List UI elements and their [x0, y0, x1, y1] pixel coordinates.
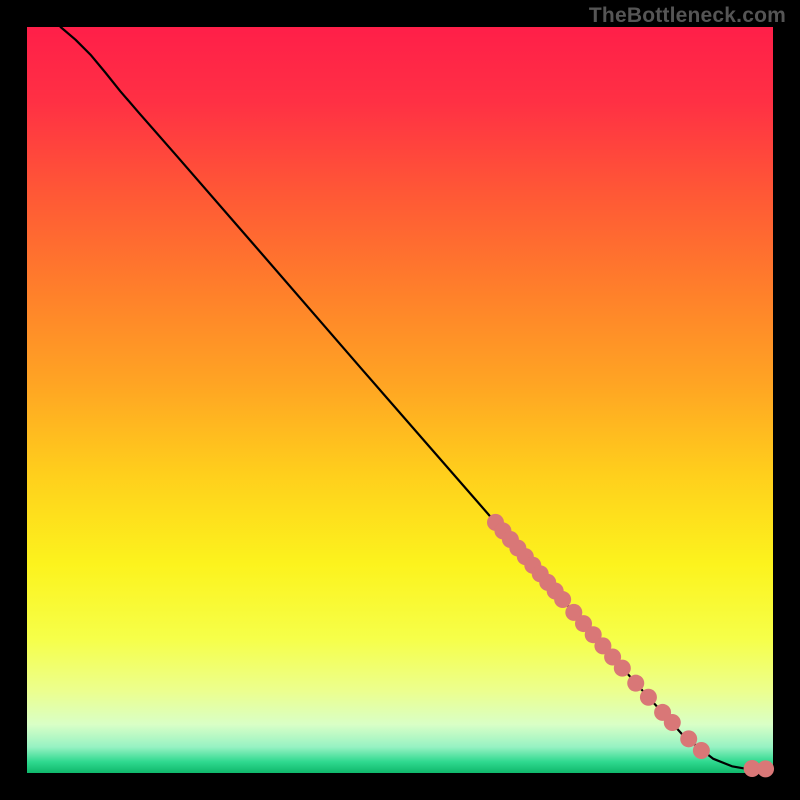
data-marker [693, 742, 710, 759]
data-marker [554, 591, 571, 608]
chart-background-gradient [27, 27, 773, 773]
data-marker [664, 714, 681, 731]
data-marker [640, 689, 657, 706]
data-marker [680, 730, 697, 747]
page-container: TheBottleneck.com [0, 0, 800, 800]
data-marker [757, 760, 774, 777]
chart-svg [0, 0, 800, 800]
data-marker [614, 660, 631, 677]
data-marker [627, 675, 644, 692]
